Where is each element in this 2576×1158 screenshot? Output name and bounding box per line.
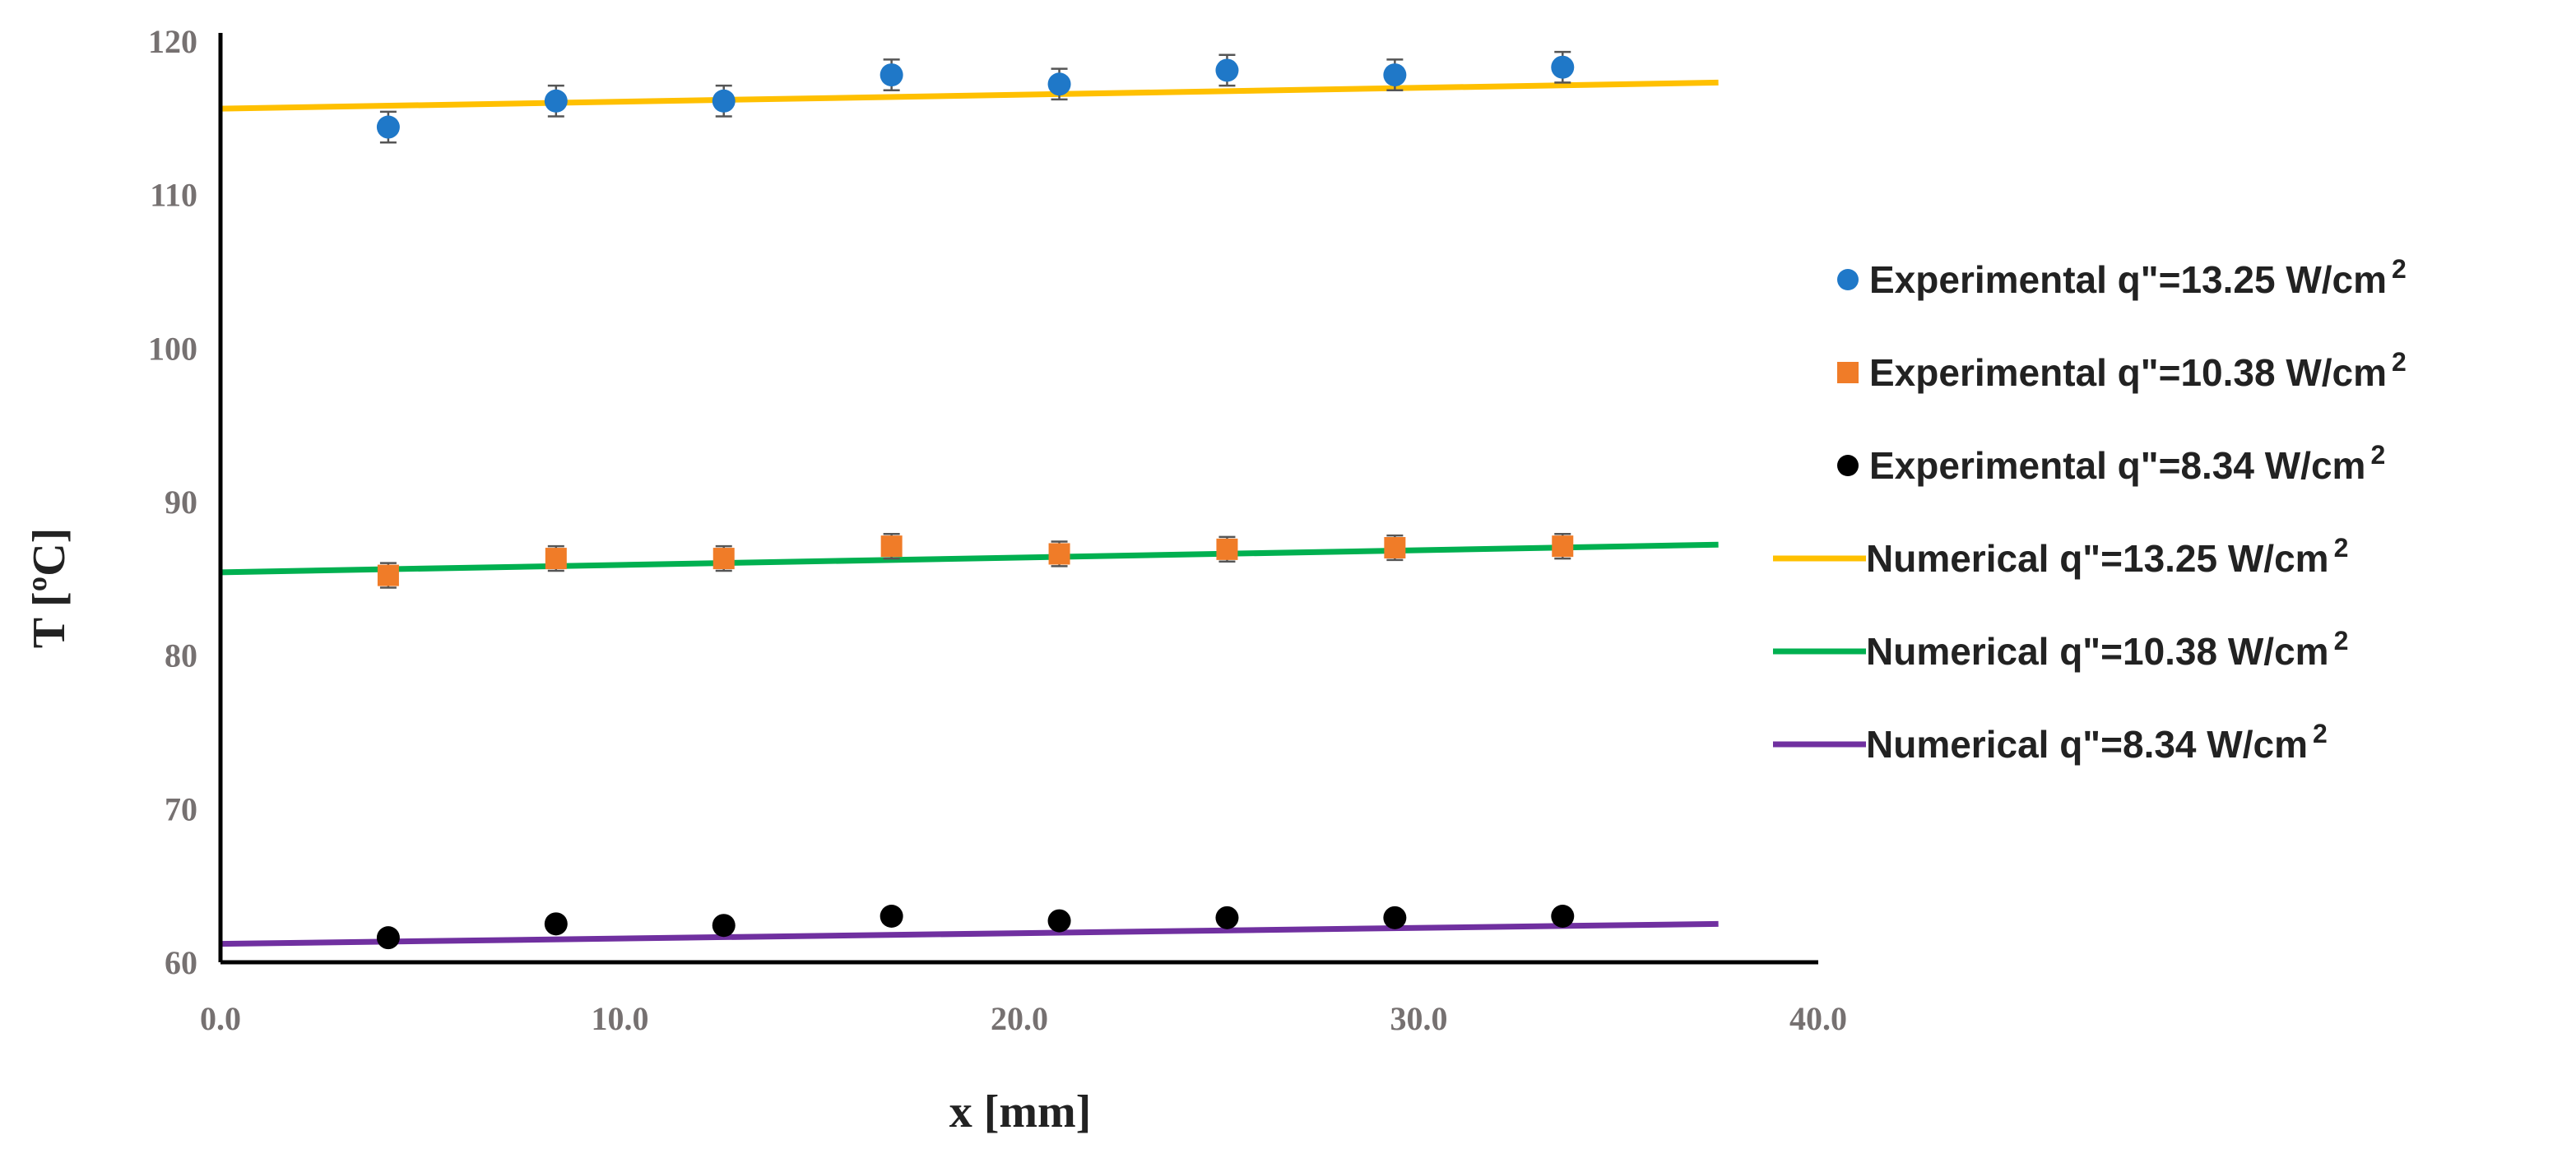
x-tick-label: 20.0 [991, 1000, 1048, 1037]
data-point [545, 548, 567, 570]
data-point [1551, 905, 1575, 928]
axes: 60 70 80 90 100 110 120 0.0 10.0 20.0 30.0 40.0 [148, 23, 1847, 1037]
data-point [1215, 906, 1239, 929]
data-point [880, 63, 903, 87]
series-line [220, 541, 1719, 576]
legend-label: Numerical q"=10.38 W/cm 2 [1866, 626, 2348, 673]
data-point [1383, 63, 1407, 87]
x-tick-label: 40.0 [1789, 1000, 1847, 1037]
x-axis-title: x [mm] [949, 1086, 1092, 1137]
legend-label: Numerical q"=8.34 W/cm 2 [1866, 719, 2328, 766]
data-point [1383, 906, 1407, 929]
y-tick-label: 60 [165, 944, 197, 981]
data-point [1215, 58, 1239, 82]
x-tick-label: 30.0 [1390, 1000, 1448, 1037]
legend-superscript: 2 [2370, 440, 2385, 470]
data-point [1047, 72, 1071, 96]
data-point [377, 564, 399, 586]
legend-marker [1837, 269, 1859, 290]
data-point [1216, 538, 1238, 560]
data-point [1552, 535, 1574, 558]
y-tick-label: 90 [165, 484, 197, 521]
x-tick-label: 10.0 [592, 1000, 649, 1037]
series-line [220, 920, 1719, 947]
data-point [880, 535, 903, 558]
data-point [544, 912, 568, 936]
data-point [712, 548, 735, 570]
legend-label: Experimental q"=8.34 W/cm 2 [1869, 440, 2385, 487]
data-point [376, 926, 400, 950]
legend-superscript: 2 [2334, 626, 2349, 655]
legend: Experimental q"=13.25 W/cm 2 Experimental … [1773, 254, 2407, 766]
data-point [712, 914, 736, 938]
legend-marker [1837, 455, 1859, 476]
y-tick-label: 100 [148, 330, 197, 367]
data-point [544, 89, 568, 113]
data-point [1047, 909, 1071, 933]
legend-superscript: 2 [2392, 254, 2407, 284]
y-tick-label: 120 [148, 23, 197, 60]
series-line [220, 79, 1719, 112]
y-tick-label: 70 [165, 790, 197, 827]
data-point [1384, 537, 1406, 558]
x-tick-label: 0.0 [200, 1000, 241, 1037]
plot-area [220, 50, 1719, 950]
data-point [1551, 55, 1575, 79]
data-point [880, 905, 903, 928]
y-tick-label: 80 [165, 637, 197, 674]
legend-superscript: 2 [2334, 533, 2349, 563]
y-tick-label: 110 [150, 177, 197, 214]
legend-superscript: 2 [2392, 347, 2407, 377]
data-point [1048, 543, 1070, 565]
legend-marker [1837, 362, 1859, 383]
data-point [376, 115, 400, 139]
legend-label: Experimental q"=10.38 W/cm 2 [1869, 347, 2407, 394]
data-point [712, 89, 736, 113]
legend-label: Numerical q"=13.25 W/cm 2 [1866, 533, 2348, 580]
y-axis-title: T [ºC] [24, 528, 75, 649]
legend-label: Experimental q"=13.25 W/cm 2 [1869, 254, 2407, 301]
legend-superscript: 2 [2313, 719, 2328, 748]
